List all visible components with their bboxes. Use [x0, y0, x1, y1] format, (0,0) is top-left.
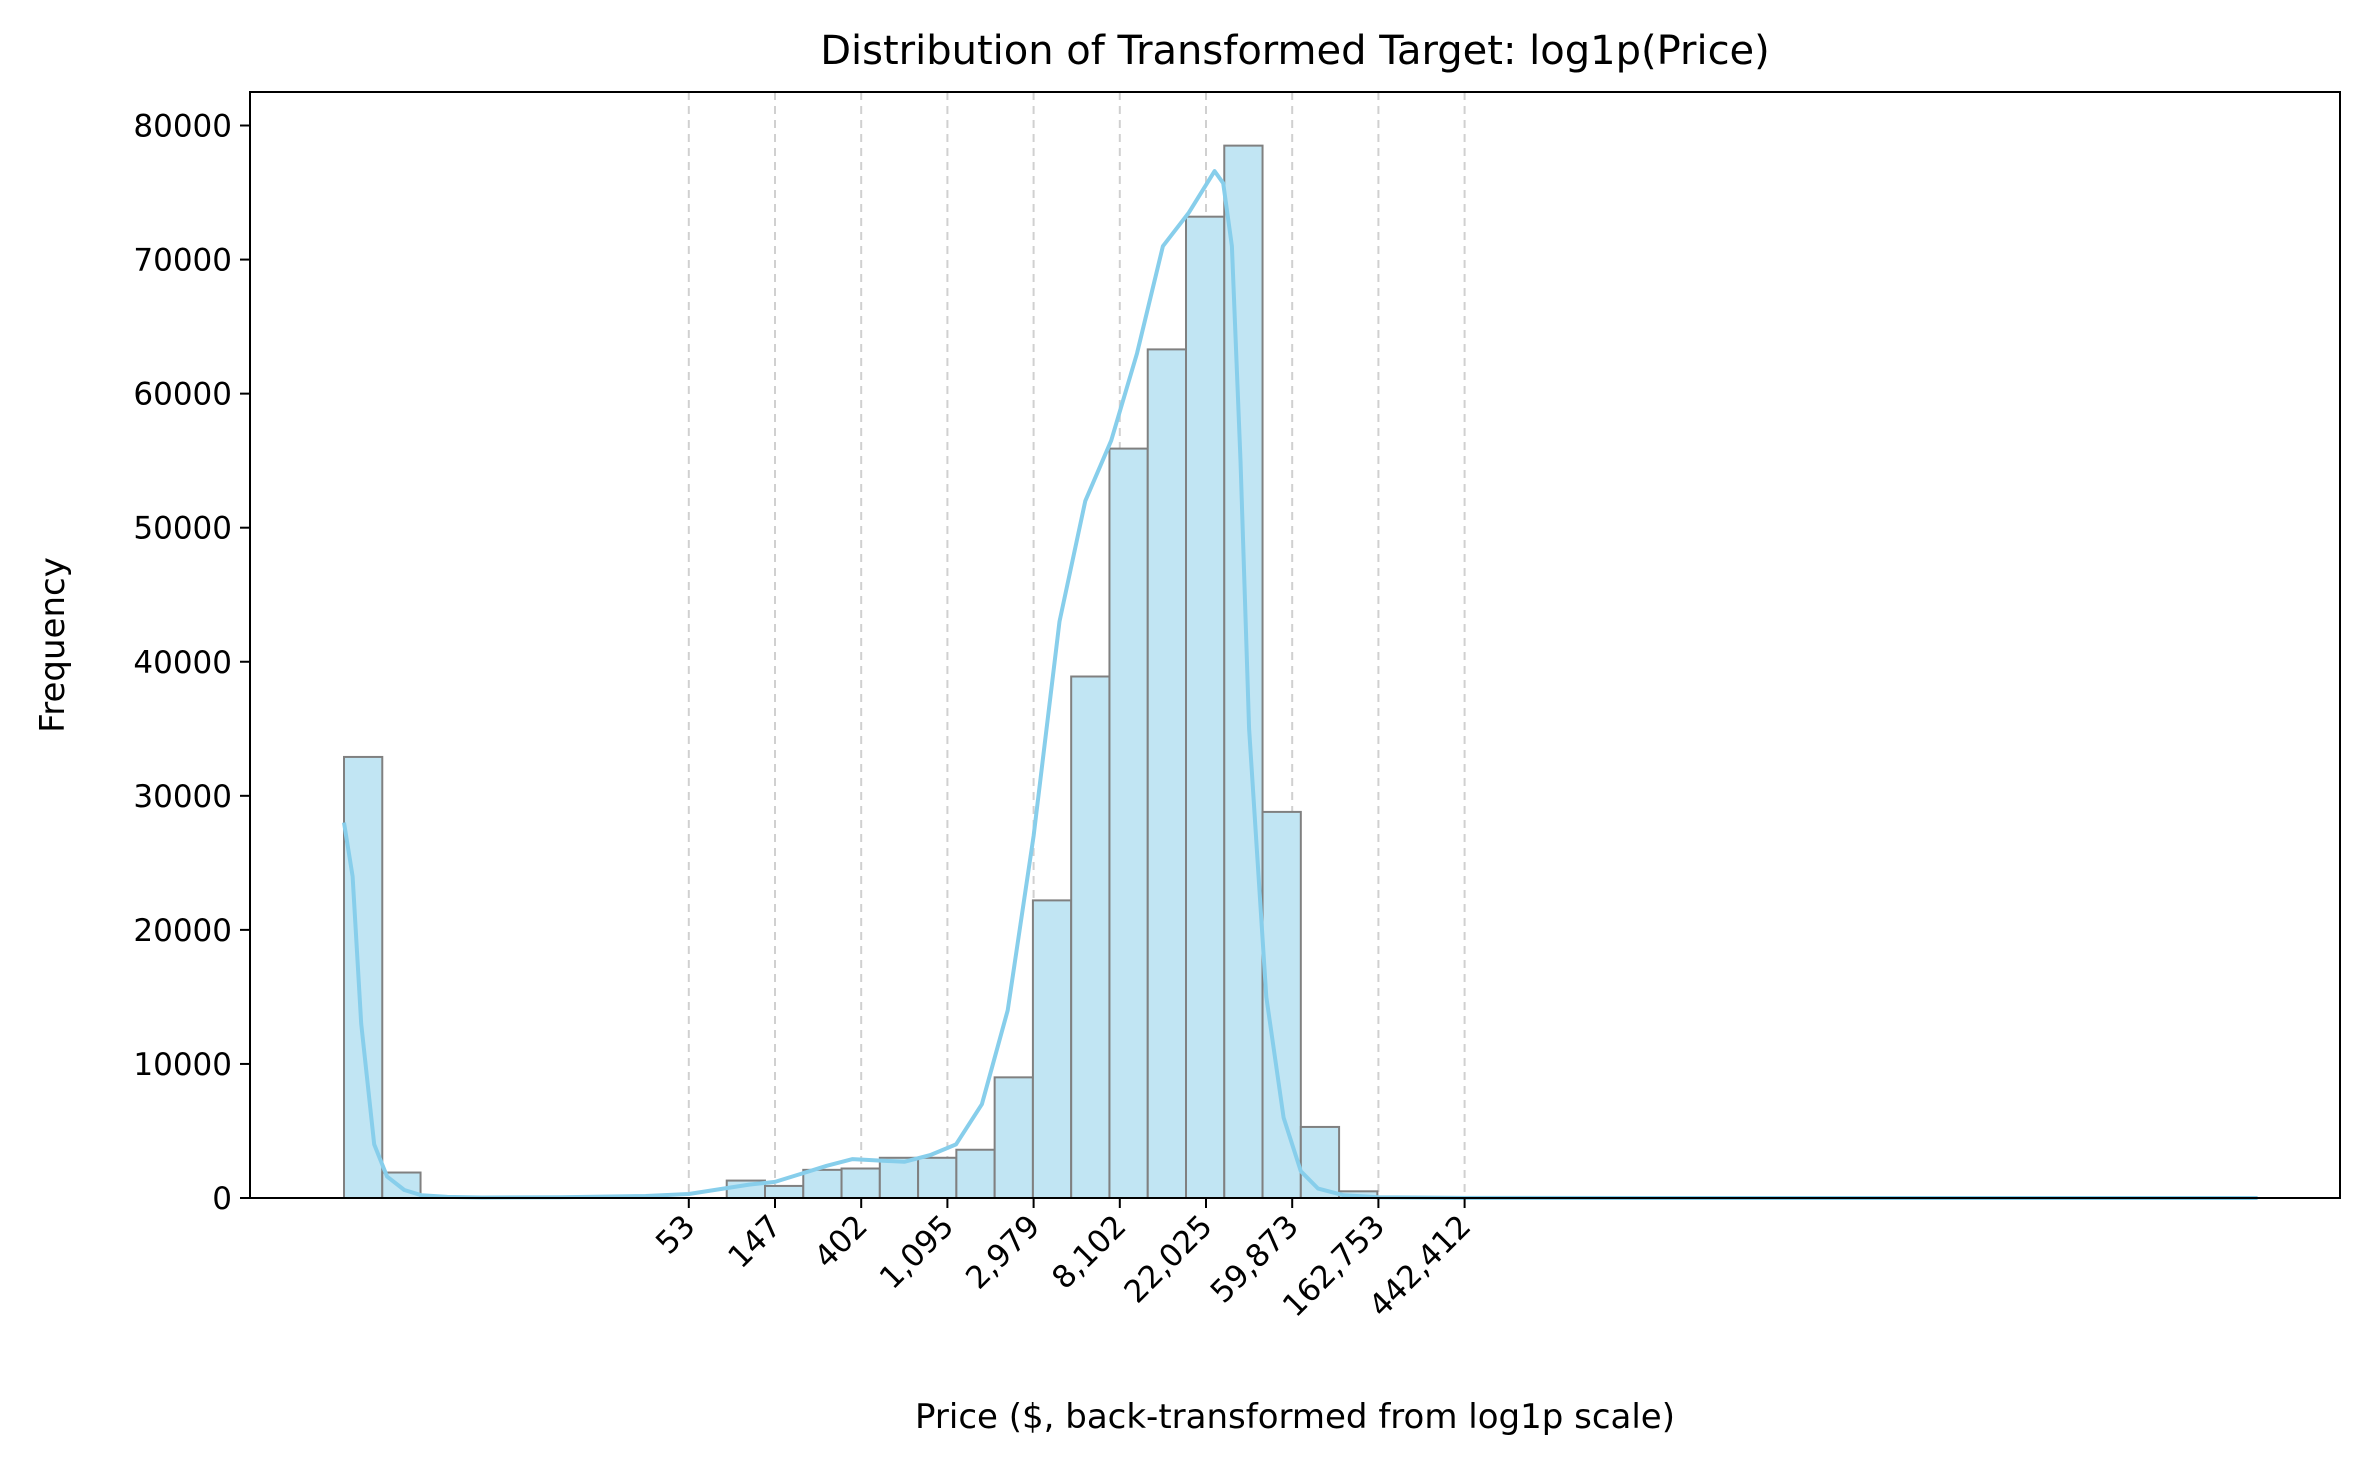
- histogram-bar: [955, 1148, 996, 1199]
- x-axis-label: Price ($, back-transformed from log1p sc…: [915, 1397, 1675, 1437]
- histogram-bar: [840, 1167, 881, 1200]
- y-tick-label: 10000: [133, 1047, 232, 1083]
- histogram-bar: [917, 1156, 958, 1200]
- y-tick-label: 70000: [133, 243, 232, 279]
- histogram-bar: [1031, 899, 1073, 1199]
- histogram-bar: [878, 1156, 920, 1200]
- y-tick-label: 60000: [133, 377, 232, 413]
- histogram-bar: [343, 755, 384, 1199]
- histogram-bar: [764, 1184, 805, 1200]
- y-tick-label: 40000: [133, 645, 232, 681]
- histogram-bars: [343, 144, 1379, 1200]
- y-tick-label: 0: [212, 1181, 232, 1217]
- histogram-bar: [802, 1168, 843, 1200]
- histogram-bar: [1223, 144, 1264, 1199]
- y-axis-label: Frequency: [33, 557, 73, 733]
- y-tick-label: 30000: [133, 779, 232, 815]
- histogram-bar: [1108, 447, 1149, 1200]
- y-tick-label: 50000: [133, 511, 232, 547]
- y-axis-ticks: 0 10000 20000 30000 40000 50000 60000 70000 8000…: [133, 109, 250, 1217]
- histogram-bar: [1070, 675, 1111, 1199]
- histogram-bar: [1299, 1125, 1341, 1199]
- histogram-bar: [1185, 215, 1226, 1199]
- y-tick-label: 80000: [133, 109, 232, 145]
- histogram-bar: [993, 1076, 1034, 1200]
- grid-lines: [687, 92, 1466, 1198]
- chart-title: Distribution of Transformed Target: log1…: [820, 28, 1770, 74]
- plot-frame: [249, 91, 2341, 1199]
- y-tick-label: 20000: [133, 913, 232, 949]
- histogram-bar: [1146, 348, 1188, 1199]
